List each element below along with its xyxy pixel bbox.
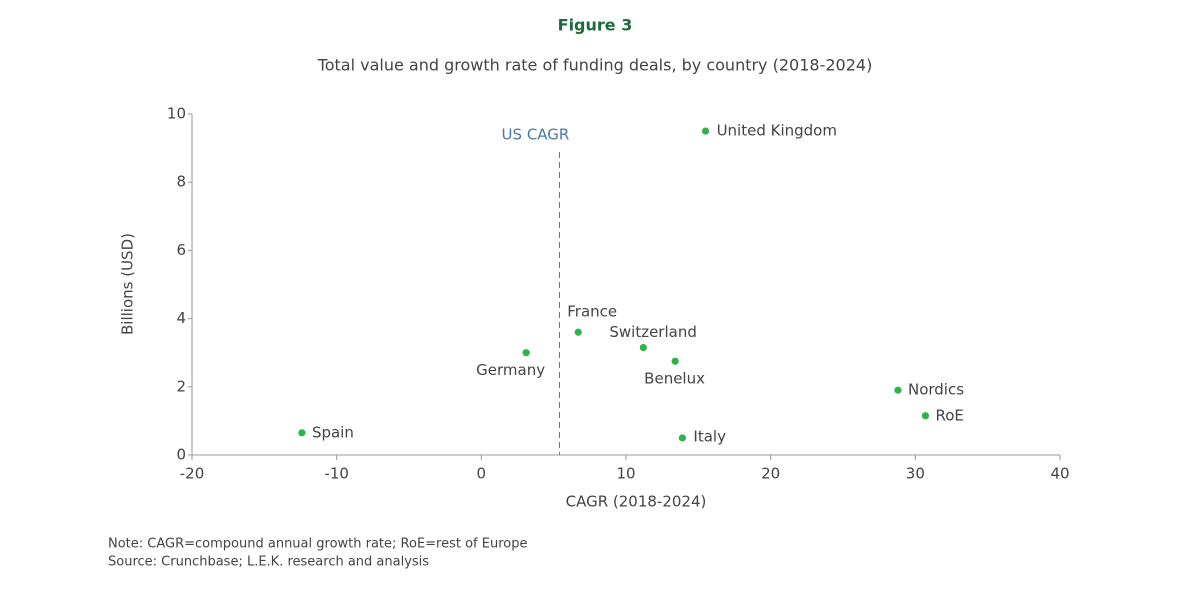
point-label: Germany <box>476 361 545 379</box>
point <box>921 412 930 420</box>
point-label: France <box>567 303 617 321</box>
point-label: Benelux <box>644 370 705 388</box>
point-label: Spain <box>312 423 354 441</box>
x-tick-label: 10 <box>616 465 635 483</box>
y-tick-label: 2 <box>176 377 186 395</box>
point <box>522 349 530 357</box>
reference-label: US CAGR <box>502 126 570 144</box>
figure-label: Figure 3 <box>558 16 633 35</box>
point-label: Switzerland <box>609 323 697 341</box>
point <box>574 328 582 336</box>
y-tick-label: 4 <box>176 309 186 327</box>
x-tick-label: 0 <box>477 465 487 483</box>
point <box>671 357 679 365</box>
y-tick-label: 6 <box>176 241 186 259</box>
y-axis-label: Billions (USD) <box>119 233 137 335</box>
point <box>639 343 647 352</box>
source: Source: Crunchbase; L.E.K. research and … <box>108 555 429 570</box>
point <box>298 429 306 437</box>
y-tick-label: 10 <box>167 105 186 123</box>
x-axis-label: CAGR (2018-2024) <box>566 493 707 511</box>
x-tick-label: 30 <box>906 465 925 483</box>
y-tick-label: 0 <box>176 446 186 464</box>
point-label: RoE <box>935 406 963 424</box>
x-tick-label: 20 <box>761 465 780 483</box>
chart-title: Total value and growth rate of funding d… <box>317 56 873 75</box>
note: Note: CAGR=compound annual growth rate; … <box>108 537 528 552</box>
x-tick-label: -20 <box>180 465 205 483</box>
point-label: United Kingdom <box>717 122 837 140</box>
point-label: Italy <box>693 427 726 445</box>
point-label: Nordics <box>908 381 964 399</box>
y-tick-label: 8 <box>176 173 186 191</box>
point <box>678 434 687 442</box>
point <box>701 127 710 135</box>
point <box>894 386 902 394</box>
x-tick-label: 40 <box>1050 465 1069 483</box>
x-tick-label: -10 <box>324 465 349 483</box>
